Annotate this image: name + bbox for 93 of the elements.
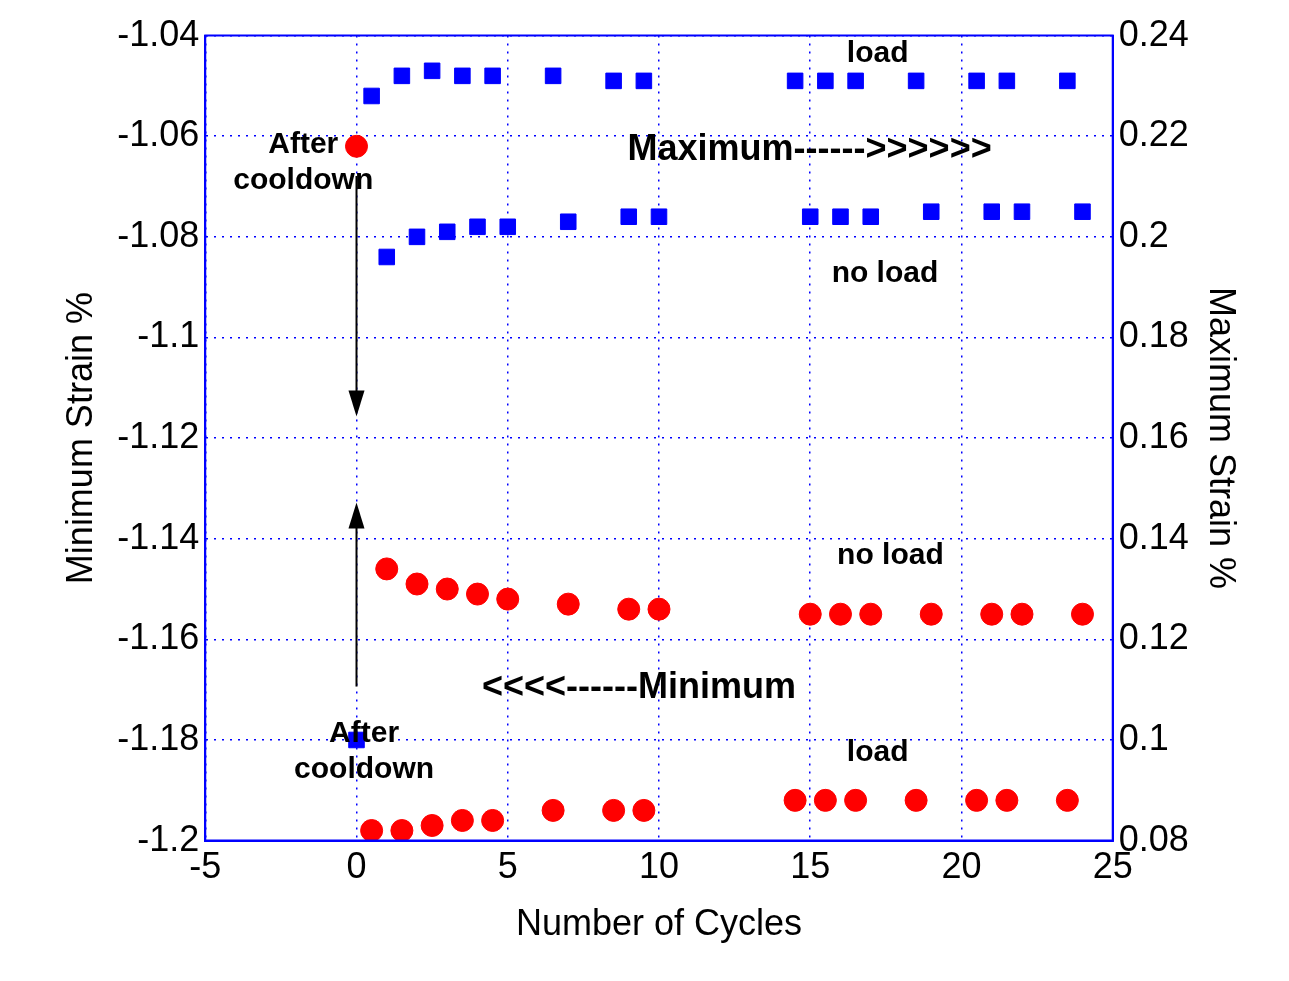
x-axis-title: Number of Cycles bbox=[515, 902, 803, 944]
x-tick-label: 0 bbox=[346, 845, 367, 887]
point bbox=[783, 788, 807, 812]
point bbox=[844, 788, 868, 812]
point bbox=[801, 208, 819, 225]
point bbox=[832, 208, 849, 225]
y2-tick-label: 0.14 bbox=[1118, 515, 1189, 557]
point bbox=[980, 602, 1004, 626]
point bbox=[817, 72, 834, 90]
point bbox=[647, 597, 671, 621]
point bbox=[859, 602, 883, 626]
point bbox=[907, 72, 925, 90]
y2-tick-label: 0.22 bbox=[1118, 113, 1189, 155]
y-tick-label: -1.12 bbox=[117, 415, 200, 457]
y-tick-label: -1.04 bbox=[117, 12, 200, 54]
y2-tick-label: 0.18 bbox=[1118, 314, 1189, 356]
point bbox=[998, 72, 1016, 90]
point bbox=[1010, 602, 1034, 626]
y-tick-label: -1.18 bbox=[117, 716, 200, 758]
y-axis-title: Minimum Strain % bbox=[58, 292, 100, 585]
y-tick-label: -1.06 bbox=[117, 113, 200, 155]
point bbox=[995, 788, 1019, 812]
point bbox=[481, 808, 505, 832]
x-tick-label: 5 bbox=[497, 845, 518, 887]
y2-tick-label: 0.1 bbox=[1118, 716, 1169, 758]
point bbox=[435, 577, 459, 601]
point bbox=[438, 223, 456, 241]
y2-tick-label: 0.2 bbox=[1118, 213, 1169, 255]
y2-tick-label: 0.16 bbox=[1118, 415, 1189, 457]
annotation: Maximum------>>>>>> bbox=[627, 126, 992, 168]
point bbox=[375, 557, 399, 581]
point bbox=[378, 248, 396, 266]
point bbox=[968, 72, 985, 90]
point bbox=[617, 597, 641, 621]
point bbox=[602, 798, 626, 822]
annotation: no load bbox=[831, 255, 939, 289]
point bbox=[919, 602, 943, 626]
annotation: After cooldown bbox=[294, 714, 435, 784]
point bbox=[1013, 203, 1031, 220]
y-tick-label: -1.14 bbox=[117, 515, 200, 557]
y-tick-label: -1.08 bbox=[117, 213, 200, 255]
point bbox=[454, 67, 471, 85]
annotation: load bbox=[846, 734, 909, 768]
point bbox=[983, 203, 1001, 220]
point bbox=[1074, 203, 1091, 220]
y2-tick-label: 0.12 bbox=[1118, 616, 1189, 658]
annotation: <<<<------Minimum bbox=[482, 665, 797, 707]
point bbox=[405, 572, 429, 596]
point bbox=[1059, 72, 1076, 90]
point bbox=[420, 814, 444, 838]
y-tick-label: -1.16 bbox=[117, 616, 200, 658]
point bbox=[965, 788, 989, 812]
point bbox=[632, 798, 656, 822]
point bbox=[360, 819, 384, 841]
point bbox=[466, 582, 489, 606]
point bbox=[390, 819, 414, 841]
point bbox=[635, 72, 653, 90]
point bbox=[904, 788, 928, 812]
x-tick-label: 20 bbox=[941, 845, 982, 887]
point bbox=[345, 134, 368, 158]
annotation: load bbox=[846, 34, 909, 68]
point bbox=[605, 72, 622, 90]
point bbox=[559, 213, 577, 231]
point bbox=[544, 67, 562, 85]
point bbox=[499, 218, 517, 236]
point bbox=[620, 208, 638, 225]
point bbox=[408, 228, 426, 246]
point bbox=[556, 592, 580, 616]
x-tick-label: 10 bbox=[638, 845, 680, 887]
x-tick-label: 15 bbox=[790, 845, 831, 887]
point bbox=[1055, 788, 1079, 812]
point bbox=[828, 602, 852, 626]
point bbox=[798, 602, 822, 626]
point bbox=[786, 72, 804, 90]
point bbox=[541, 798, 565, 822]
point bbox=[922, 203, 940, 220]
annotation: no load bbox=[837, 536, 944, 570]
point bbox=[393, 67, 411, 85]
y2-axis-title: Maximum Strain % bbox=[1202, 287, 1244, 590]
point bbox=[1070, 602, 1094, 626]
point bbox=[650, 208, 668, 225]
point bbox=[496, 587, 520, 611]
point bbox=[484, 67, 501, 85]
y2-tick-label: 0.24 bbox=[1118, 12, 1189, 54]
point bbox=[363, 87, 380, 105]
point bbox=[813, 788, 837, 812]
point bbox=[469, 218, 486, 236]
point bbox=[423, 62, 441, 80]
point bbox=[847, 72, 864, 90]
point bbox=[450, 808, 474, 832]
point bbox=[862, 208, 880, 225]
annotation: After cooldown bbox=[233, 126, 374, 196]
y-tick-label: -1.1 bbox=[137, 314, 200, 356]
